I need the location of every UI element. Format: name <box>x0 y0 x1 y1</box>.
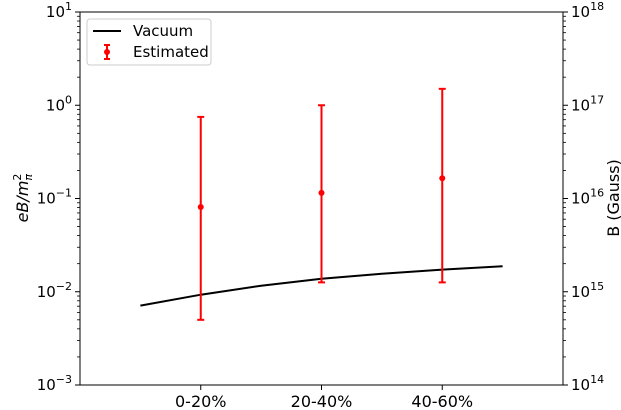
right-axis: 1014 1015 1016 1017 1018 <box>563 0 604 394</box>
right-tick-label: 1015 <box>571 280 604 301</box>
estimated-point <box>197 115 205 321</box>
right-tick-label: 1017 <box>571 93 604 114</box>
legend-estimated-label: Estimated <box>133 43 209 61</box>
estimated-point <box>318 104 325 284</box>
legend-estimated-swatch <box>104 44 110 60</box>
right-tick-label: 1018 <box>571 0 604 21</box>
x-tick-label: 40-60% <box>411 392 473 410</box>
x-tick-label: 20-40% <box>291 392 353 410</box>
left-tick-label: 101 <box>46 0 72 21</box>
legend-vacuum-label: Vacuum <box>133 22 193 40</box>
x-tick-label: 0-20% <box>175 392 227 410</box>
estimated-marker <box>318 189 325 196</box>
left-tick-label: 100 <box>46 93 72 114</box>
left-axis-label: eB/m2π <box>11 174 35 223</box>
right-tick-label: 1014 <box>571 373 604 394</box>
x-axis: 0-20% 20-40% 40-60% <box>175 385 473 410</box>
estimated-marker <box>439 175 446 182</box>
legend: Vacuum Estimated <box>86 18 212 66</box>
left-tick-label: 10−1 <box>37 187 72 208</box>
left-tick-label: 10−2 <box>37 280 72 301</box>
right-axis-label: B (Gauss) <box>604 159 621 237</box>
right-tick-label: 1016 <box>571 187 604 208</box>
left-axis: 10−3 10−2 10−1 100 101 <box>37 0 80 394</box>
series-layer <box>140 87 503 321</box>
estimated-point <box>438 87 446 284</box>
left-tick-label: 10−3 <box>37 373 72 394</box>
estimated-marker <box>197 204 204 211</box>
